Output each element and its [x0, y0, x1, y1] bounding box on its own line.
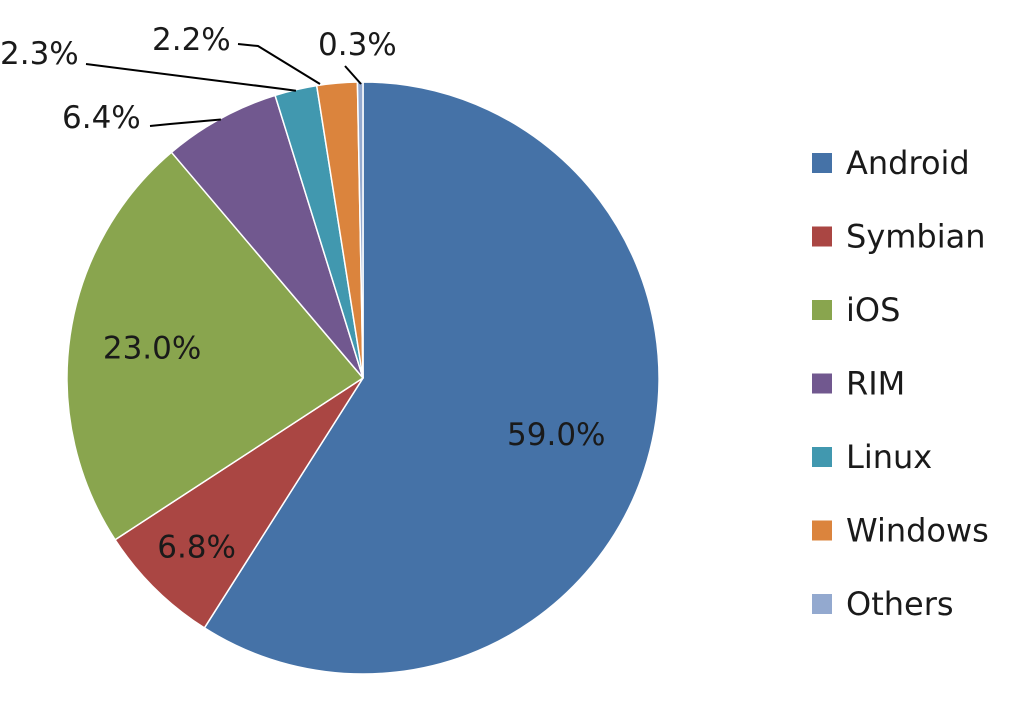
legend-swatch-others — [812, 594, 832, 614]
pie-slice-android — [203, 81, 660, 675]
data-label-others: 0.3% — [318, 27, 397, 63]
leader-line-windows — [237, 43, 321, 85]
legend-label-ios: iOS — [846, 291, 900, 329]
data-label-rim: 6.4% — [62, 100, 141, 136]
legend-swatch-rim — [812, 373, 832, 394]
leader-lines — [85, 43, 362, 127]
legend-swatch-android — [812, 153, 832, 173]
data-label-ios: 23.0% — [103, 330, 201, 366]
legend-swatch-ios — [812, 300, 832, 320]
leader-line-linux — [85, 63, 297, 92]
data-labels: 59.0% 6.8% 23.0% 6.4% 2.3% 2.2% 0.3% — [0, 22, 606, 565]
leader-line-others — [344, 65, 362, 85]
data-label-linux: 2.3% — [0, 36, 79, 72]
pie-slice-ios — [66, 151, 364, 541]
legend-label-rim: RIM — [846, 365, 905, 403]
data-label-symbian: 6.8% — [157, 529, 236, 565]
legend-label-symbian: Symbian — [846, 218, 986, 256]
legend-swatch-windows — [812, 520, 832, 541]
pie-slices — [66, 81, 660, 675]
legend-label-linux: Linux — [846, 438, 932, 476]
legend-swatch-linux — [812, 447, 832, 467]
data-label-windows: 2.2% — [152, 22, 231, 58]
data-label-android: 59.0% — [507, 417, 605, 453]
legend-label-android: Android — [846, 144, 970, 182]
legend-swatch-symbian — [812, 226, 832, 247]
legend: Android Symbian iOS RIM Linux Windows Others — [812, 144, 989, 623]
legend-label-windows: Windows — [846, 512, 989, 550]
leader-line-rim — [149, 118, 221, 127]
legend-label-others: Others — [846, 585, 954, 623]
pie-slice-symbian — [114, 377, 364, 629]
